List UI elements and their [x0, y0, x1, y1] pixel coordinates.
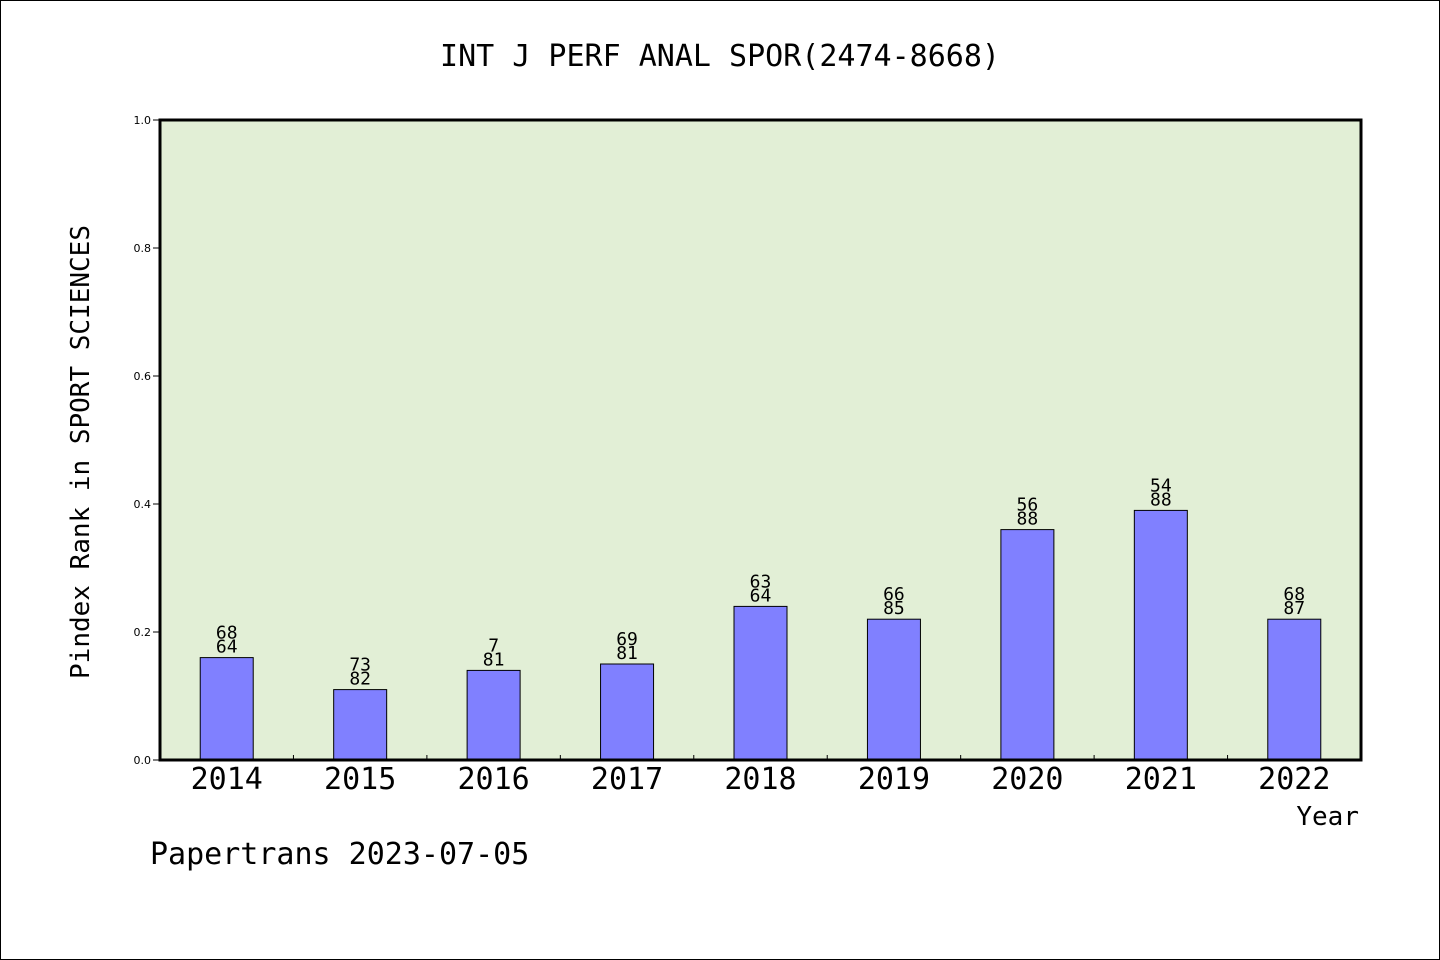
x-tick-label: 2019 — [858, 762, 930, 797]
y-axis: 0.0 0.2 0.4 0.6 0.8 1.0 — [134, 114, 160, 767]
y-axis-label: Pindex Rank in SPORT SCIENCES — [66, 225, 96, 679]
bar-data-label: 56 — [1017, 495, 1039, 516]
x-tick-label: 2021 — [1125, 762, 1197, 797]
bar — [600, 663, 655, 761]
bar-data-label: 81 — [616, 643, 638, 664]
chart-title: INT J PERF ANAL SPOR(2474-8668) — [440, 39, 1000, 74]
bar-data-label: 73 — [349, 655, 371, 676]
x-tick-label: 2022 — [1258, 762, 1330, 797]
bar-data-label: 7 — [488, 635, 499, 656]
x-tick-label: 2016 — [457, 762, 529, 797]
bar-data-label: 85 — [883, 598, 905, 619]
bar-data-label: 81 — [483, 649, 505, 670]
bar — [466, 669, 521, 761]
bar-data-label: 68 — [1283, 584, 1305, 605]
y-tick-label: 0.4 — [134, 498, 152, 511]
bar-data-label: 88 — [1017, 509, 1039, 530]
x-tick-label: 2020 — [991, 762, 1063, 797]
y-tick-label: 0.2 — [134, 626, 152, 639]
bar-data-label: 64 — [750, 585, 772, 606]
x-tick-label: 2018 — [724, 762, 796, 797]
bar — [333, 689, 388, 761]
footer-credit: Papertrans 2023-07-05 — [150, 837, 529, 872]
y-tick-label: 0.6 — [134, 370, 152, 383]
bar-data-label: 69 — [616, 629, 638, 650]
x-axis-label: Year — [1296, 802, 1359, 832]
x-tick-label: 2014 — [191, 762, 263, 797]
bar-data-label: 87 — [1283, 598, 1305, 619]
x-axis: 2014 2015 2016 2017 2018 2019 2020 2021 2022 — [191, 755, 1330, 797]
plot-border — [158, 118, 1363, 762]
bar-data-label: 54 — [1150, 475, 1172, 496]
x-tick-label: 2017 — [591, 762, 663, 797]
bar-data-label: 82 — [349, 669, 371, 690]
bar — [1000, 529, 1055, 761]
bar-data-label: 88 — [1150, 489, 1172, 510]
y-tick-label: 1.0 — [134, 114, 152, 127]
y-tick-label: 0.0 — [134, 754, 152, 767]
bar — [1133, 509, 1188, 761]
bar — [199, 657, 254, 761]
bar-data-label: 63 — [750, 571, 772, 592]
x-tick-label: 2015 — [324, 762, 396, 797]
bar — [1267, 618, 1322, 761]
bar-data-label: 64 — [216, 637, 238, 658]
bar-data-label: 68 — [216, 623, 238, 644]
y-tick-label: 0.8 — [134, 242, 152, 255]
bar — [733, 605, 788, 761]
bar — [866, 618, 921, 761]
bar-data-label: 66 — [883, 584, 905, 605]
